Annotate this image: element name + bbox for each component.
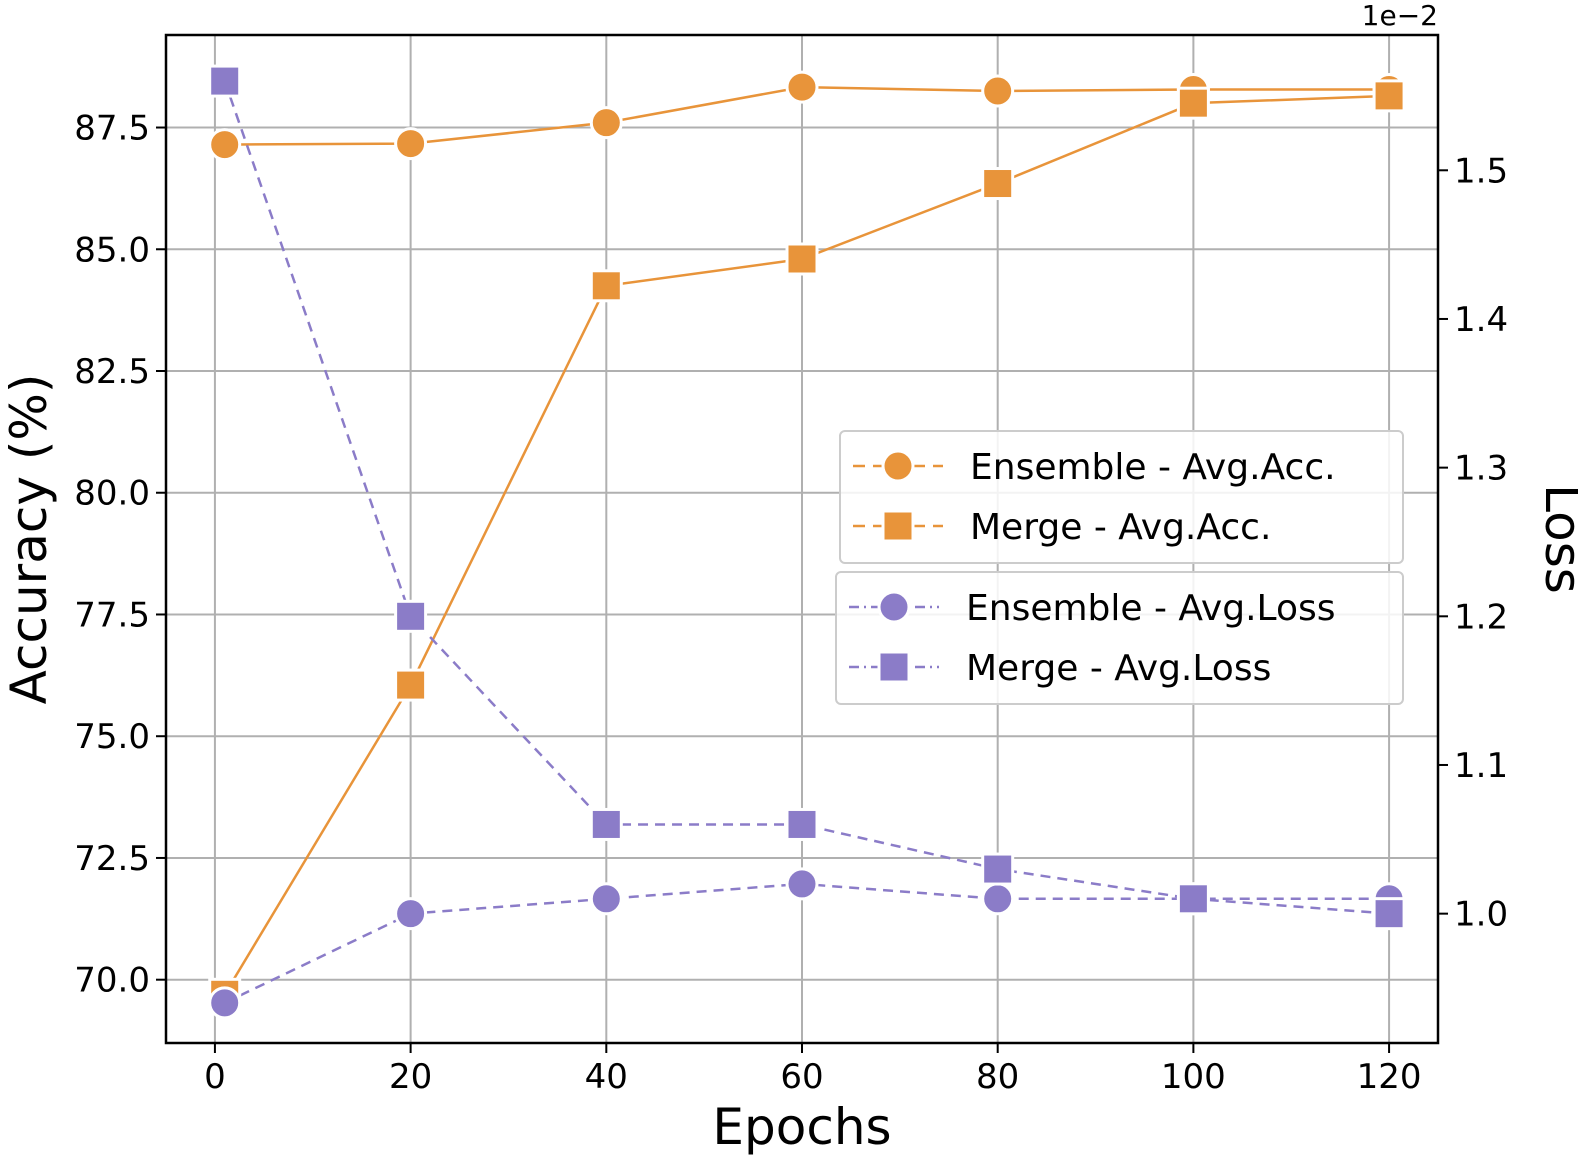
series-1-point (589, 269, 623, 303)
legend-label: Ensemble - Avg.Acc. (970, 447, 1336, 488)
y-left-axis-title: Accuracy (%) (0, 374, 58, 705)
series-3-point (1176, 882, 1210, 916)
y-right-tick-label: 1.5 (1454, 151, 1508, 191)
x-tick-label: 120 (1357, 1057, 1422, 1097)
series-3-point (785, 807, 819, 841)
y-left-tick-label: 80.0 (74, 474, 150, 514)
y-right-axis-title: Loss (1534, 484, 1578, 594)
legend-swatch-marker (877, 590, 911, 624)
y-right-tick-label: 1.4 (1454, 300, 1508, 340)
series-1-point (785, 242, 819, 276)
series-1-point (1176, 86, 1210, 120)
series-1-point (981, 167, 1015, 201)
series-1-point (394, 668, 428, 702)
series-markers (208, 64, 1406, 1020)
series-2-point (589, 882, 623, 916)
y-right-tick-label: 1.0 (1454, 895, 1508, 935)
y-left-tick-label: 75.0 (74, 717, 150, 757)
legend-swatch-marker (877, 650, 911, 684)
y-left-tick-label: 82.5 (74, 352, 150, 392)
series-0-point (394, 127, 428, 161)
legend-label: Merge - Avg.Acc. (970, 507, 1271, 548)
legend-swatch-marker (881, 449, 915, 483)
x-tick-label: 100 (1161, 1057, 1226, 1097)
y-left-tick-label: 85.0 (74, 230, 150, 270)
legend-swatch-marker (881, 509, 915, 543)
series-2-point (394, 897, 428, 931)
series-3-point (981, 852, 1015, 886)
series-0-point (208, 128, 242, 162)
y-left-tick-label: 77.5 (74, 595, 150, 635)
x-axis-title: Epochs (712, 1098, 891, 1156)
x-tick-label: 40 (585, 1057, 628, 1097)
series-3-point (1372, 897, 1406, 931)
y-right-tick-label: 1.2 (1454, 597, 1508, 637)
series-2-point (208, 986, 242, 1020)
y-right-tick-label: 1.3 (1454, 449, 1508, 489)
y-right-tick-label: 1.1 (1454, 746, 1508, 786)
series-0-point (785, 70, 819, 104)
series-2-point (981, 882, 1015, 916)
y-left-tick-label: 72.5 (74, 839, 150, 879)
y-right-axis-offset: 1e−2 (1362, 0, 1438, 32)
y-left-tick-label: 87.5 (74, 109, 150, 149)
legend-box (835, 571, 1404, 705)
y-right-axis-ticks: 1.0 1.1 1.2 1.3 1.4 1.5 (1438, 151, 1508, 935)
x-axis-ticks: 0 20 40 60 80 100 120 (204, 1043, 1422, 1097)
legend-label: Merge - Avg.Loss (966, 648, 1271, 689)
series-0-point (981, 74, 1015, 108)
series-3-point (394, 599, 428, 633)
series-3-point (589, 807, 623, 841)
series-2-point (785, 867, 819, 901)
series-3-point (208, 64, 242, 98)
y-left-axis-ticks: 70.0 72.5 75.0 77.5 80.0 82.5 85.0 87.5 (74, 109, 166, 1001)
legend: Ensemble - Avg.Acc. Merge - Avg.Acc. Ensem… (835, 430, 1404, 705)
legend-label: Ensemble - Avg.Loss (966, 588, 1336, 629)
x-tick-label: 60 (780, 1057, 823, 1097)
y-left-tick-label: 70.0 (74, 961, 150, 1001)
series-0-point (589, 106, 623, 140)
legend-box (839, 430, 1404, 564)
series-1-point (1372, 79, 1406, 113)
x-tick-label: 20 (389, 1057, 432, 1097)
x-tick-label: 80 (976, 1057, 1019, 1097)
x-tick-label: 0 (204, 1057, 226, 1097)
